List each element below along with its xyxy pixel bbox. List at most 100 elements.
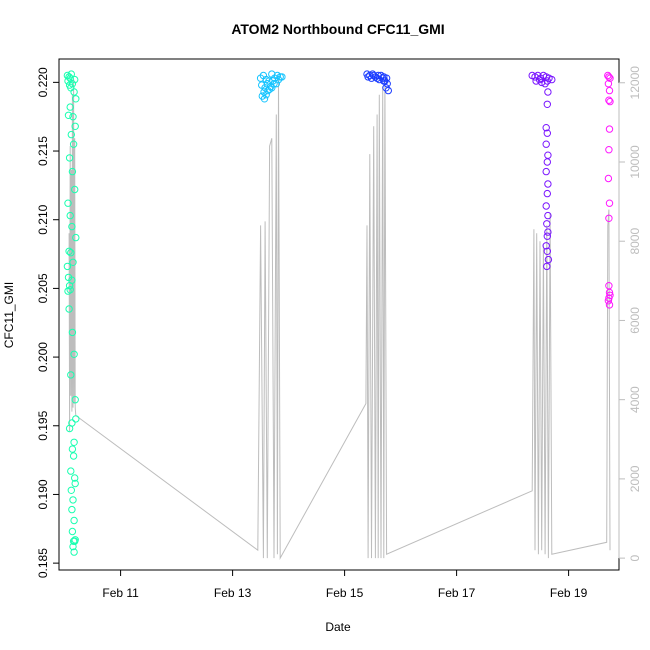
y-tick-label: 0.215 (36, 136, 50, 166)
data-point (68, 276, 76, 284)
data-point (605, 288, 614, 297)
y2-tick-label: 6000 (628, 307, 642, 334)
data-point (548, 75, 556, 84)
data-point (604, 297, 613, 305)
data-point (605, 301, 614, 309)
data-point (542, 167, 550, 176)
data-point (605, 294, 613, 302)
data-point (538, 78, 546, 87)
data-point (65, 154, 74, 162)
data-point (604, 174, 613, 183)
data-point (71, 185, 79, 194)
y2-tick-label: 12000 (628, 66, 642, 100)
data-point (68, 328, 77, 337)
data-point (66, 103, 74, 111)
data-point (543, 247, 551, 256)
data-point (543, 262, 551, 271)
y-tick-label: 0.205 (36, 273, 50, 303)
data-point (68, 505, 76, 514)
data-point (67, 249, 75, 257)
data-point (384, 86, 392, 95)
data-point (68, 167, 77, 176)
data-point (543, 100, 551, 109)
data-point (605, 146, 613, 154)
data-point (72, 415, 80, 423)
y-axis-left: 0.185 0.190 0.195 0.200 0.205 0.210 0.215 0.220 (36, 67, 60, 578)
data-point (270, 80, 278, 88)
data-point (67, 130, 76, 139)
data-point (605, 96, 613, 104)
data-point (542, 140, 550, 148)
y-tick-label: 0.220 (36, 67, 50, 97)
data-point (544, 88, 552, 96)
y-tick-label: 0.210 (36, 204, 50, 234)
x-tick-label: Feb 13 (214, 586, 252, 600)
data-point (67, 486, 76, 494)
y-tick-label: 0.195 (36, 410, 50, 440)
data-point (70, 516, 78, 525)
data-point (604, 80, 613, 88)
data-point (544, 255, 553, 264)
x-axis-label: Date (325, 620, 351, 634)
data-point (606, 74, 614, 82)
gray-line-series (68, 78, 611, 561)
data-point (605, 125, 614, 133)
data-point (70, 548, 78, 556)
data-point (69, 496, 77, 504)
y-axis-label: CFC11_GMI (2, 282, 16, 348)
y-axis-right: 0 2000 4000 6000 8000 10000 12000 (618, 66, 642, 561)
data-point (69, 258, 77, 266)
data-point (71, 122, 79, 131)
data-point (68, 445, 77, 453)
data-point (544, 151, 552, 159)
data-point (543, 220, 551, 228)
data-point (542, 242, 550, 250)
data-point (66, 211, 74, 220)
data-point (67, 371, 75, 379)
x-tick-label: Feb 11 (102, 586, 139, 600)
data-point (532, 77, 540, 85)
y-tick-label: 0.190 (36, 479, 50, 509)
x-tick-label: Feb 19 (550, 586, 588, 600)
data-point (605, 86, 614, 95)
data-point (66, 286, 74, 294)
data-point (605, 199, 614, 207)
data-point (68, 80, 77, 88)
data-point (375, 75, 383, 84)
data-point (544, 211, 552, 220)
data-point (68, 527, 77, 536)
gray-line-path (68, 78, 611, 561)
data-point (543, 129, 551, 137)
data-point (265, 85, 274, 93)
data-point (72, 233, 80, 242)
data-point (65, 305, 73, 313)
data-point (544, 228, 552, 236)
x-tick-label: Feb 15 (326, 586, 364, 600)
x-tick-label: Feb 17 (438, 586, 476, 600)
y2-tick-label: 2000 (628, 465, 642, 492)
data-point (65, 424, 74, 433)
data-point (69, 140, 78, 148)
data-point (373, 74, 381, 82)
data-point (68, 222, 76, 231)
data-point (71, 536, 79, 544)
data-point (542, 124, 550, 132)
data-point (543, 158, 551, 166)
data-point (268, 84, 276, 92)
y2-tick-label: 10000 (628, 145, 642, 179)
data-point (605, 214, 613, 223)
data-point (67, 70, 76, 78)
data-point (71, 396, 79, 404)
y2-tick-label: 8000 (628, 228, 642, 255)
data-point (606, 97, 614, 106)
data-point (71, 75, 79, 84)
data-point (69, 452, 78, 460)
data-point (364, 73, 372, 81)
x-axis: Feb 11 Feb 13 Feb 15 Feb 17 Feb 19 (102, 569, 588, 600)
data-point (542, 202, 550, 210)
data-point (67, 467, 75, 475)
data-point (69, 542, 77, 551)
y-tick-label: 0.200 (36, 342, 50, 372)
data-point (260, 95, 269, 103)
